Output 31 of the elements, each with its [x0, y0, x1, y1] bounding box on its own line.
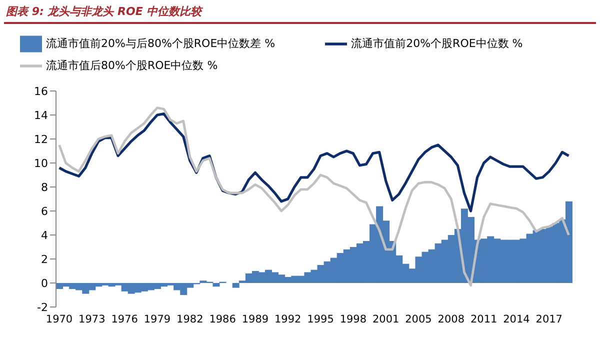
y-tick-label: -2: [37, 300, 48, 314]
x-tick-label: 1998: [340, 313, 367, 326]
x-tick-label: 1995: [307, 313, 334, 326]
y-tick-label: 2: [41, 252, 48, 266]
x-tick-label: 1992: [274, 313, 302, 326]
x-tick-label: 1986: [209, 313, 236, 326]
y-tick-label: 16: [34, 84, 48, 98]
x-tick-label: 1976: [111, 313, 138, 326]
x-tick-label: 1973: [78, 313, 106, 326]
legend-label: 流通市值后80%个股ROE中位数 %: [46, 59, 218, 72]
y-tick-label: 0: [41, 276, 48, 290]
x-tick-label: 2005: [405, 313, 432, 326]
y-tick-label: 6: [41, 204, 48, 218]
x-tick-label: 2014: [503, 313, 530, 326]
legend-label: 流通市值前20%与后80%个股ROE中位数差 %: [46, 37, 276, 50]
line-series: [58, 106, 570, 287]
y-tick-label: 10: [34, 156, 48, 170]
chart-title: 图表 9: 龙头与非龙头 ROE 中位数比较: [6, 4, 202, 19]
y-tick-label: 4: [41, 228, 48, 242]
x-tick-label: 2001: [372, 313, 400, 326]
x-tick-label: 1979: [144, 313, 171, 326]
legend-label: 流通市值前20%个股ROE中位数 %: [351, 37, 523, 50]
x-tick-label: 1970: [46, 313, 73, 326]
y-tick-label: 8: [41, 180, 48, 194]
x-tick-label: 2008: [438, 313, 465, 326]
y-tick-label: 14: [34, 108, 48, 122]
x-tick-label: 2011: [470, 313, 498, 326]
y-tick-label: 12: [34, 132, 48, 146]
x-tick-label: 2017: [536, 313, 563, 326]
x-tick-label: 1989: [242, 313, 269, 326]
x-tick-label: 1982: [176, 313, 204, 326]
